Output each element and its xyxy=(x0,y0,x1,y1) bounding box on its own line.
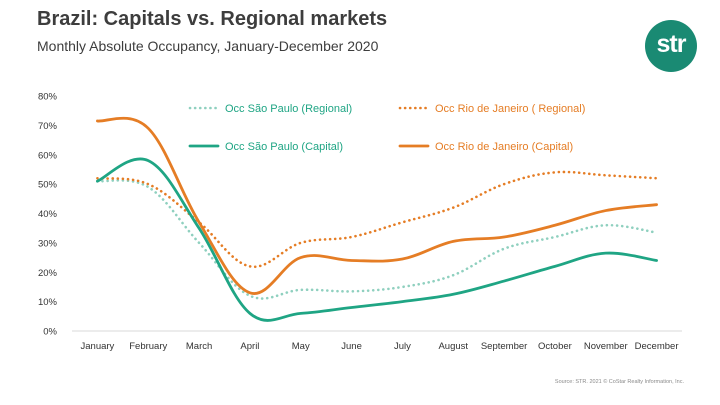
x-tick-label: November xyxy=(584,341,628,352)
x-tick-label: October xyxy=(538,341,572,352)
series-rio-regional-legend-label: Occ Rio de Janeiro ( Regional) xyxy=(435,103,585,115)
str-logo: str xyxy=(645,20,697,72)
x-tick-label: April xyxy=(240,341,259,352)
series-sao-paulo-regional-line xyxy=(96,179,658,300)
source-note: Source: STR. 2021 © CoStar Realty Inform… xyxy=(554,379,684,385)
y-tick-label: 40% xyxy=(38,209,58,220)
x-tick-label: June xyxy=(341,341,362,352)
series-sao-paulo-capital-line xyxy=(96,157,658,322)
x-tick-label: July xyxy=(394,341,411,352)
series-sao-paulo-regional-legend-label: Occ São Paulo (Regional) xyxy=(225,103,352,115)
y-tick-label: 0% xyxy=(43,327,57,338)
chart-subtitle: Monthly Absolute Occupancy, January-Dece… xyxy=(37,38,379,54)
x-tick-label: August xyxy=(438,341,468,352)
x-tick-label: January xyxy=(81,341,115,352)
y-tick-label: 30% xyxy=(38,238,58,249)
series-rio-capital-legend-label: Occ Rio de Janeiro (Capital) xyxy=(435,141,573,153)
series-rio-capital-line xyxy=(96,116,658,295)
y-tick-label: 20% xyxy=(38,268,58,279)
chart-title: Brazil: Capitals vs. Regional markets xyxy=(37,8,388,30)
logo-text: str xyxy=(656,30,687,58)
y-tick-label: 50% xyxy=(38,180,58,191)
legend: Occ São Paulo (Regional) Occ Rio de Janei… xyxy=(188,103,585,153)
y-tick-label: 80% xyxy=(38,92,58,103)
x-tick-label: December xyxy=(635,341,679,352)
series-rio-regional-line xyxy=(96,170,658,268)
y-axis-ticks: 0% 10% 20% 30% 40% 50% 60% 70% 80% xyxy=(38,92,58,338)
y-tick-label: 60% xyxy=(38,150,58,161)
x-axis-ticks: January February March April May June July Augu… xyxy=(81,341,679,352)
x-tick-label: February xyxy=(129,341,167,352)
y-tick-label: 10% xyxy=(38,297,58,308)
x-tick-label: March xyxy=(186,341,212,352)
x-tick-label: May xyxy=(292,341,310,352)
series-sao-paulo-capital-legend-label: Occ São Paulo (Capital) xyxy=(225,141,343,153)
y-tick-label: 70% xyxy=(38,121,58,132)
series-lines xyxy=(96,116,658,322)
x-tick-label: September xyxy=(481,341,527,352)
